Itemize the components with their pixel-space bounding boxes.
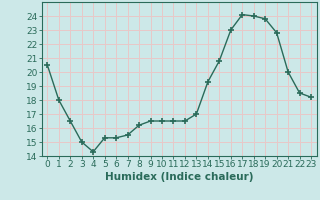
X-axis label: Humidex (Indice chaleur): Humidex (Indice chaleur)	[105, 172, 253, 182]
